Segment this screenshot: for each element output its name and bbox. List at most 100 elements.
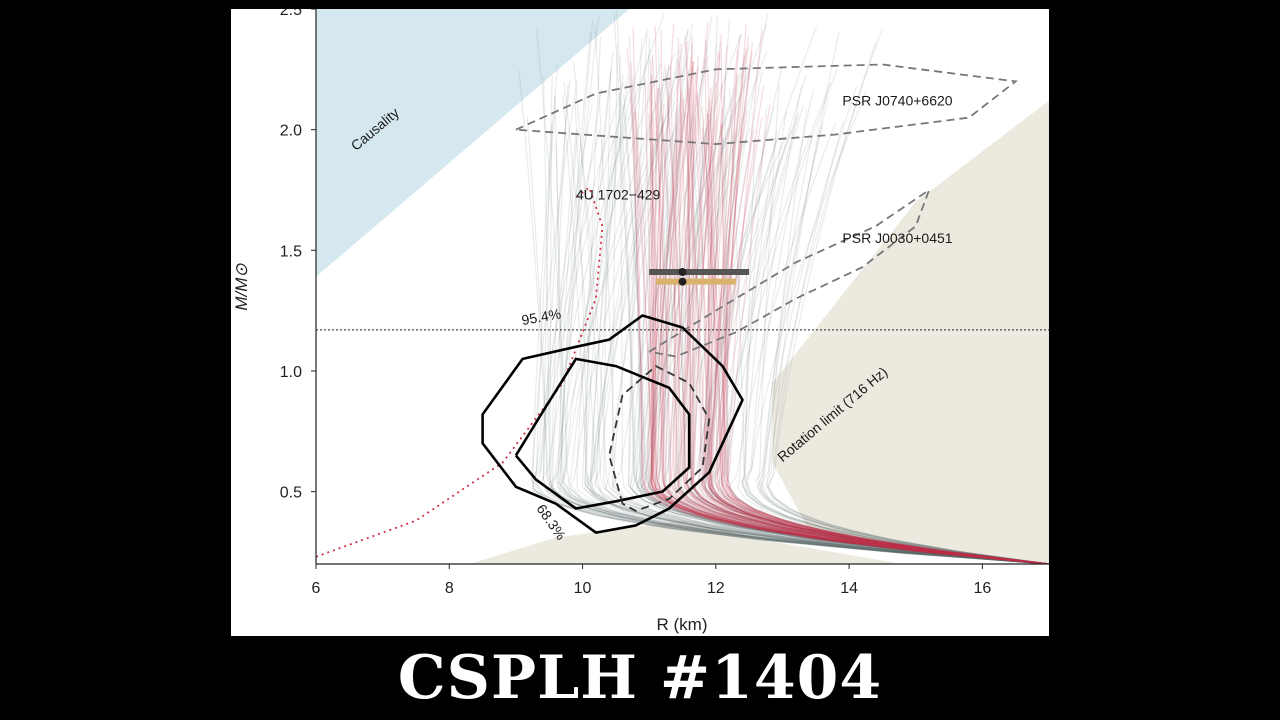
- eos-curve-grey: [611, 66, 1049, 564]
- eos-curve-red: [701, 127, 1049, 564]
- contour-95-4-: [481, 314, 744, 534]
- eos-curve-grey: [694, 139, 1049, 564]
- eos-curve-red: [657, 97, 1049, 564]
- eos-curve-grey: [542, 79, 1049, 564]
- x-axis-label: R (km): [657, 615, 708, 634]
- eos-curve-grey: [673, 40, 1049, 564]
- eos-curve-grey: [741, 110, 1049, 564]
- eos-curve-grey: [628, 36, 1049, 564]
- eos-curve-red: [720, 33, 1049, 564]
- eos-curve-grey: [737, 130, 1049, 564]
- eos-curve-red: [714, 85, 1049, 564]
- x-tick-label: 6: [312, 580, 321, 597]
- eos-curve-grey: [759, 97, 1049, 564]
- eos-curve-red: [649, 88, 1049, 564]
- eos-curve-red: [662, 63, 1049, 564]
- y-axis-label: M/M⊙: [232, 263, 251, 311]
- eos-curve-grey: [629, 48, 1049, 564]
- video-caption: CSPLH #1404: [397, 643, 883, 713]
- eos-curve-red: [670, 65, 1049, 564]
- lower-band-region: [469, 520, 903, 564]
- eos-curve-red: [708, 97, 1049, 564]
- y-tick-label: 2.0: [280, 123, 302, 140]
- eos-curve-red: [720, 35, 1049, 564]
- eos-curve-grey: [744, 138, 1049, 564]
- eos-curve-grey: [557, 14, 1049, 564]
- eos-curve-grey: [637, 106, 1049, 564]
- eos-curve-red: [668, 71, 1049, 564]
- eos-curve-red: [658, 67, 1049, 564]
- eos-curve-red: [657, 87, 1049, 564]
- eos-curve-grey: [559, 28, 1049, 564]
- contour-68-3-: [514, 357, 691, 510]
- eos-curve-grey: [700, 106, 1049, 564]
- eos-curve-grey: [531, 63, 1049, 564]
- contour-4u-1702-429: [316, 186, 604, 558]
- eos-curve-grey: [548, 109, 1049, 564]
- x-tick-label: 8: [445, 580, 454, 597]
- eos-curve-grey: [746, 89, 1049, 564]
- eos-curve-grey: [648, 111, 1049, 564]
- eos-curve-red: [697, 108, 1049, 564]
- eos-curve-grey: [549, 63, 1049, 564]
- eos-curve-red: [707, 48, 1049, 564]
- eos-curve-grey: [665, 63, 1049, 564]
- eos-curve-grey: [709, 67, 1049, 564]
- eos-curve-grey: [568, 59, 1049, 564]
- eos-curve-grey: [559, 53, 1049, 564]
- eos-curve-grey: [589, 74, 1049, 564]
- eos-curve-red: [701, 106, 1049, 564]
- annotation-label: PSR J0030+0451: [842, 230, 952, 246]
- eos-curve-grey: [640, 63, 1049, 564]
- eos-curve-red: [650, 99, 1049, 564]
- eos-curve-red: [685, 84, 1049, 564]
- eos-curve-red: [644, 61, 1049, 564]
- eos-curve-grey: [766, 31, 1049, 564]
- eos-curve-red: [677, 50, 1049, 564]
- eos-curve-grey: [540, 12, 1049, 564]
- eos-curve-red: [702, 124, 1049, 564]
- marker-point-0: [678, 268, 687, 277]
- eos-curve-red: [720, 102, 1049, 564]
- eos-curve-grey: [646, 58, 1049, 564]
- x-tick-label: 12: [707, 580, 725, 597]
- eos-curve-red: [649, 103, 1049, 564]
- eos-curve-red: [720, 73, 1049, 564]
- eos-curve-grey: [555, 141, 1049, 564]
- eos-curve-grey: [590, 73, 1049, 564]
- eos-curve-grey: [562, 19, 1049, 564]
- eos-curve-grey: [757, 122, 1049, 564]
- eos-curve-grey: [650, 68, 1049, 564]
- eos-curve-grey: [760, 136, 1049, 564]
- eos-curve-grey: [566, 48, 1049, 564]
- eos-curve-red: [634, 112, 1049, 564]
- eos-curve-red: [626, 48, 1049, 564]
- eos-curve-grey: [702, 13, 1049, 564]
- eos-curve-grey: [584, 137, 1049, 564]
- eos-curve-red: [677, 38, 1049, 564]
- eos-curve-grey: [685, 115, 1049, 564]
- eos-curve-red: [692, 82, 1049, 564]
- eos-curve-grey: [656, 16, 1049, 564]
- eos-curve-grey: [722, 136, 1049, 564]
- eos-curve-grey: [667, 138, 1049, 564]
- eos-curve-grey: [718, 104, 1049, 564]
- eos-curve-red: [677, 119, 1049, 564]
- eos-curve-grey: [638, 23, 1049, 564]
- eos-curve-red: [686, 41, 1049, 564]
- eos-curve-red: [681, 92, 1049, 564]
- eos-curve-grey: [639, 23, 1049, 564]
- eos-curve-grey: [532, 84, 1049, 564]
- eos-curve-grey: [542, 77, 1049, 564]
- eos-curve-grey: [674, 111, 1049, 564]
- eos-curve-grey: [659, 88, 1049, 564]
- eos-curve-red: [669, 22, 1049, 564]
- eos-curve-grey: [647, 30, 1049, 564]
- eos-curve-red: [696, 95, 1049, 564]
- eos-curve-grey: [531, 128, 1049, 564]
- eos-curve-grey: [705, 14, 1049, 564]
- eos-curve-grey: [603, 72, 1049, 564]
- eos-curve-red: [700, 128, 1049, 564]
- eos-curve-red: [650, 94, 1049, 564]
- eos-curve-grey: [709, 81, 1049, 564]
